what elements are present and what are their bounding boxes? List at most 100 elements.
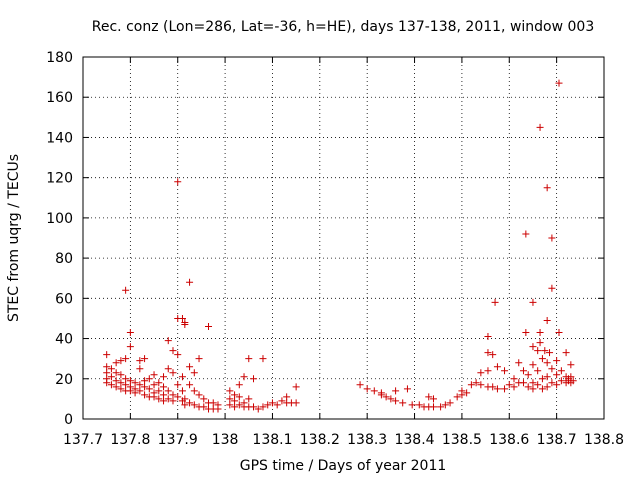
data-point [117,357,125,365]
x-tick-label: 137.8 [110,432,150,448]
data-point [562,349,570,357]
data-point [245,395,253,403]
data-point [112,383,120,391]
data-point [259,355,267,363]
x-tick-label: 138 [212,432,239,448]
data-point [472,379,480,387]
data-point [553,357,561,365]
data-point [141,355,149,363]
data-point [245,355,253,363]
data-point [569,377,577,385]
data-point [186,399,194,407]
data-point [387,395,395,403]
data-point [150,381,158,389]
data-point [131,389,139,397]
data-point [174,351,182,359]
data-point [522,329,530,337]
data-point [112,359,120,367]
data-point [174,178,182,186]
data-point [231,391,239,399]
x-tick-label: 138.8 [584,432,624,448]
data-point [164,387,172,395]
data-point [519,379,527,387]
data-point [150,393,158,401]
data-point [155,395,163,403]
data-point [505,381,513,389]
data-point [538,385,546,393]
data-point [489,383,497,391]
data-point [557,377,565,385]
data-point [548,234,556,242]
data-point [190,369,198,377]
y-tick-label: 60 [55,291,73,307]
data-point [169,347,177,355]
data-point [107,373,115,381]
data-point [377,389,385,397]
data-point [164,395,172,403]
chart-title: Rec. conz (Lon=286, Lat=-36, h=HE), days… [92,19,594,35]
gridlines [83,57,604,419]
x-axis-label: GPS time / Days of year 2011 [240,458,447,474]
data-point [529,343,537,351]
data-point [178,387,186,395]
y-tick-label: 140 [46,130,73,146]
data-point [519,367,527,375]
data-point [363,385,371,393]
data-point [145,385,153,393]
data-point [392,387,400,395]
data-point [356,381,364,389]
data-point [164,365,172,373]
data-point [529,361,537,369]
data-point [122,286,130,294]
data-point [190,401,198,409]
x-tick-label: 138.5 [442,432,482,448]
data-point [250,403,258,411]
data-point [155,379,163,387]
data-point [567,373,575,381]
data-point [160,397,168,405]
data-point [136,387,144,395]
data-point [489,351,497,359]
data-point [103,363,111,371]
data-point [510,375,518,383]
data-point [557,367,565,375]
data-point [268,399,276,407]
data-point [477,369,485,377]
data-point [240,373,248,381]
data-point [169,369,177,377]
data-point [408,401,416,409]
data-point [278,397,286,405]
data-point [534,347,542,355]
data-point [429,395,437,403]
data-point [453,393,461,401]
data-point [254,405,262,413]
data-point [548,365,556,373]
data-point [484,333,492,341]
data-point [107,365,115,373]
data-point [112,377,120,385]
data-point [103,379,111,387]
data-point [524,383,532,391]
data-point [264,401,272,409]
y-axis-label: STEC from uqrg / TECUs [6,154,22,322]
x-tick-label: 138.7 [537,432,577,448]
data-point [382,393,390,401]
data-point [250,375,258,383]
data-point [181,395,189,403]
data-point [529,298,537,306]
data-point [392,397,400,405]
data-point [169,391,177,399]
data-point [515,359,523,367]
data-point [543,373,551,381]
data-point [226,387,234,395]
data-point [160,373,168,381]
data-point [131,379,139,387]
data-point [231,403,239,411]
data-point [195,391,203,399]
data-point [425,393,433,401]
data-point [174,393,182,401]
data-point [567,361,575,369]
data-point [536,123,544,131]
y-tick-label: 120 [46,171,73,187]
data-point [103,369,111,377]
